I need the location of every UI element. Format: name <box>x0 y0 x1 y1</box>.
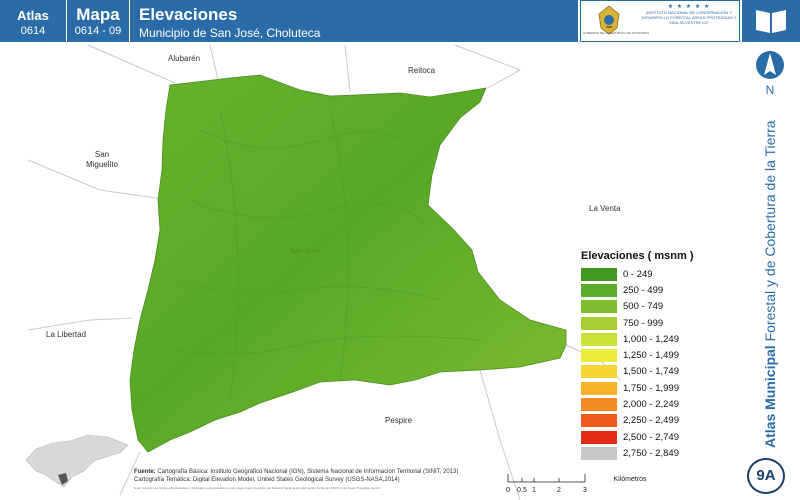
technical-note: Nota Técnica: Los límites administrativo… <box>134 486 381 490</box>
icf-logo: ★ ★ ★ ★ ★ INSTITUTO NACIONAL DE CONSERVA… <box>639 3 739 41</box>
legend-title: Elevaciones ( msnm ) <box>581 250 694 262</box>
map-header: Atlas 0614 Mapa 0614 - 09 Elevaciones Mu… <box>0 0 800 42</box>
scale-unit: Kilómetros <box>613 476 647 483</box>
government-seal-icon <box>598 5 620 35</box>
side-title: Atlas Municipal Forestal y de Cobertura … <box>762 120 778 448</box>
legend-swatch <box>581 398 617 412</box>
legend-swatch <box>581 414 617 428</box>
map-number-badge: 9A <box>747 458 785 494</box>
legend-item: 250 - 499 <box>581 282 731 298</box>
legend-label: 1,750 - 1,999 <box>623 382 679 394</box>
legend-swatch <box>581 365 617 379</box>
place-pespire: Pespire <box>385 416 413 425</box>
map-canvas <box>27 44 621 500</box>
icf-logo-text: INSTITUTO NACIONAL DE CONSERVACIÓN Y DES… <box>641 10 737 25</box>
legend-label: 2,500 - 2,749 <box>623 431 679 443</box>
legend-item: 1,250 - 1,499 <box>581 347 731 363</box>
legend-label: 1,500 - 1,749 <box>623 366 679 378</box>
place-la-libertad: La Libertad <box>46 330 87 339</box>
elevation-map: San José Alubarén Reitoca San Miguelito … <box>0 42 740 500</box>
elevation-legend: Elevaciones ( msnm ) 0 - 249 250 - 499 500… <box>581 250 731 462</box>
honduras-locator-map <box>24 425 132 495</box>
legend-item: 2,000 - 2,249 <box>581 396 731 412</box>
map-source: Fuente: Cartografía Básica: Instituto Ge… <box>134 468 474 484</box>
source-line-1: Cartografía Básica: Instituto Geográfico… <box>157 469 459 475</box>
scale-tick-1: 0.5 <box>517 487 527 494</box>
legend-label: 0 - 249 <box>623 268 653 280</box>
institution-logos: GOBIERNO DE LA REPÚBLICA DE HONDURAS ★ ★… <box>580 0 740 42</box>
title-box: Elevaciones Municipio de San José, Cholu… <box>130 0 578 42</box>
side-title-rest: Forestal y de Cobertura de la Tierra <box>762 120 778 346</box>
north-letter: N <box>766 83 775 97</box>
legend-swatch <box>581 283 617 297</box>
map-code-box: Mapa 0614 - 09 <box>67 0 129 42</box>
legend-item: 2,500 - 2,749 <box>581 429 731 445</box>
scale-tick-4: 3 <box>583 487 587 494</box>
legend-label: 2,000 - 2,249 <box>623 399 679 411</box>
icf-stars: ★ ★ ★ ★ ★ <box>667 4 711 10</box>
source-line-2: Cartografía Temática: Digital Elevation … <box>134 477 400 483</box>
legend-label: 2,250 - 2,499 <box>623 415 679 427</box>
legend-item: 1,000 - 1,249 <box>581 331 731 347</box>
place-san-miguelito: San Miguelito <box>85 150 118 169</box>
place-alubaren: Alubarén <box>168 54 201 63</box>
scale-tick-3: 2 <box>557 487 561 494</box>
legend-swatch <box>581 446 617 460</box>
legend-label: 1,000 - 1,249 <box>623 333 679 345</box>
legend-items: 0 - 249 250 - 499 500 - 749 750 - 999 1,000 … <box>581 266 731 462</box>
legend-swatch <box>581 332 617 346</box>
place-reitoca: Reitoca <box>408 66 436 75</box>
legend-item: 2,750 - 2,849 <box>581 445 731 461</box>
government-logo-text: GOBIERNO DE LA REPÚBLICA DE HONDURAS <box>583 31 650 35</box>
legend-item: 750 - 999 <box>581 315 731 331</box>
scale-tick-0: 0 <box>506 487 510 494</box>
atlas-code: 0614 <box>20 25 46 37</box>
map-label: Mapa <box>76 5 120 24</box>
page-subtitle: Municipio de San José, Choluteca <box>139 26 321 40</box>
book-icon <box>756 10 786 33</box>
legend-swatch <box>581 430 617 444</box>
legend-label: 1,250 - 1,499 <box>623 350 679 362</box>
place-la-venta: La Venta <box>589 204 621 213</box>
legend-swatch <box>581 267 617 281</box>
relief-shading <box>169 109 481 401</box>
legend-label: 250 - 499 <box>623 284 664 296</box>
map-code: 0614 - 09 <box>74 25 122 37</box>
atlas-label: Atlas <box>17 8 49 23</box>
legend-item: 1,500 - 1,749 <box>581 364 731 380</box>
legend-item: 0 - 249 <box>581 266 731 282</box>
page-title: Elevaciones <box>139 5 238 24</box>
north-arrow-icon: N <box>756 51 784 97</box>
north-arrow: N <box>750 48 790 100</box>
scale-bar-graphic: 0 0.5 1 2 3 Kilómetros <box>506 474 647 494</box>
honduras-outline <box>25 434 129 488</box>
legend-label: 2,750 - 2,849 <box>623 447 679 459</box>
legend-swatch <box>581 316 617 330</box>
legend-item: 500 - 749 <box>581 299 731 315</box>
legend-swatch <box>581 349 617 363</box>
municipality-label: San José <box>290 248 320 255</box>
side-title-bold: Atlas Municipal <box>762 345 778 448</box>
atlas-code-box: Atlas 0614 <box>0 0 66 42</box>
source-label: Fuente: <box>134 469 156 475</box>
book-icon-box <box>742 0 800 42</box>
legend-item: 1,750 - 1,999 <box>581 380 731 396</box>
legend-label: 750 - 999 <box>623 317 664 329</box>
scale-tick-2: 1 <box>532 487 536 494</box>
legend-swatch <box>581 300 617 314</box>
legend-item: 2,250 - 2,499 <box>581 413 731 429</box>
legend-swatch <box>581 381 617 395</box>
legend-label: 500 - 749 <box>623 301 664 313</box>
scale-bar: 0 0.5 1 2 3 Kilómetros <box>500 470 650 496</box>
